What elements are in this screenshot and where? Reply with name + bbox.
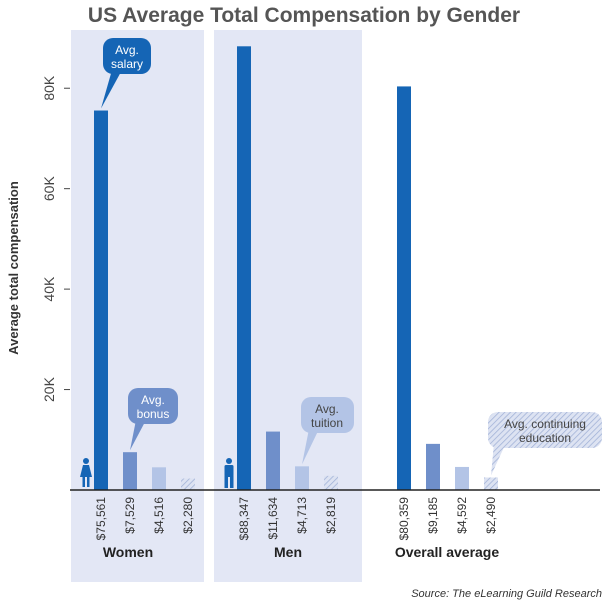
- chart-title: US Average Total Compensation by Gender: [88, 4, 520, 27]
- callout-text-1-1: bonus: [137, 407, 170, 421]
- source-note: Source: The eLearning Guild Research: [411, 588, 602, 600]
- callout-tail-1: [130, 420, 146, 451]
- value-label-3-0: $2,280: [181, 497, 195, 534]
- bar-0-0: [94, 110, 108, 490]
- bar-0-2: [397, 86, 411, 490]
- value-label-1-2: $9,185: [426, 497, 440, 534]
- man-icon: [224, 458, 234, 488]
- bar-1-0: [123, 452, 137, 490]
- callout-text-3-0: Avg. continuing: [504, 417, 586, 431]
- category-label-0: Women: [103, 544, 153, 560]
- value-label-2-0: $4,516: [152, 497, 166, 534]
- bar-3-1: [324, 475, 338, 490]
- callout-1: Avg.bonus: [128, 388, 178, 451]
- category-label-2: Overall average: [395, 544, 500, 560]
- callout-bubble-0: [103, 38, 151, 74]
- y-axis-label: Average total compensation: [6, 181, 21, 355]
- value-label-1-1: $11,634: [266, 497, 280, 540]
- callout-bubble-3: [488, 412, 602, 448]
- callout-text-2-1: tuition: [311, 416, 343, 430]
- callout-tail-0: [101, 70, 122, 109]
- value-label-2-1: $4,713: [295, 497, 309, 534]
- y-tick-label-3: 80K: [41, 75, 57, 101]
- bar-3-0: [181, 478, 195, 490]
- bar-2-0: [152, 467, 166, 490]
- bar-1-2: [426, 443, 440, 490]
- callout-tail-2: [302, 429, 319, 465]
- callout-bubble-2: [301, 397, 354, 433]
- callout-tail-3: [491, 443, 506, 476]
- category-label-1: Men: [274, 544, 302, 560]
- y-tick-label-2: 60K: [41, 176, 57, 202]
- value-label-3-2: $2,490: [484, 497, 498, 534]
- callout-2: Avg.tuition: [301, 397, 354, 465]
- y-tick-label-1: 40K: [41, 276, 57, 302]
- value-label-3-1: $2,819: [324, 497, 338, 534]
- bar-2-2: [455, 466, 469, 490]
- value-label-2-2: $4,592: [455, 497, 469, 534]
- value-label-0-1: $88,347: [237, 497, 251, 541]
- y-tick-label-0: 20K: [41, 376, 57, 402]
- callout-text-0-1: salary: [111, 57, 143, 71]
- bar-1-1: [266, 431, 280, 490]
- callout-text-1-0: Avg.: [141, 393, 165, 407]
- bar-2-1: [295, 466, 309, 490]
- value-label-1-0: $7,529: [123, 497, 137, 534]
- callout-bubble-1: [128, 388, 178, 424]
- callout-text-0-0: Avg.: [115, 43, 139, 57]
- callout-text-2-0: Avg.: [315, 402, 339, 416]
- bar-0-1: [237, 46, 251, 491]
- callout-0: Avg.salary: [101, 38, 151, 109]
- value-label-0-0: $75,561: [94, 497, 108, 541]
- woman-icon: [80, 458, 92, 487]
- value-label-0-2: $80,359: [397, 497, 411, 541]
- bar-3-2: [484, 477, 498, 490]
- callout-text-3-1: education: [519, 431, 571, 445]
